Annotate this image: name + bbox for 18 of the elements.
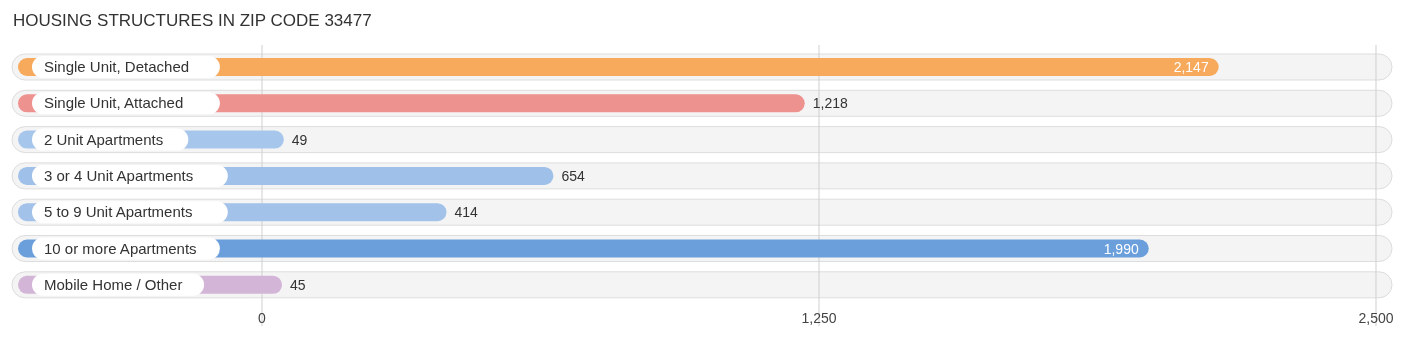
x-tick-label: 0: [258, 310, 267, 326]
data-label: 654: [561, 167, 585, 184]
data-label: 1,990: [1103, 240, 1139, 257]
chart-title: HOUSING STRUCTURES IN ZIP CODE 33477: [13, 11, 372, 30]
y-tick-label: 5 to 9 Unit Apartments: [44, 203, 193, 221]
y-tick-label: 10 or more Apartments: [44, 239, 197, 257]
data-label: 2,147: [1173, 59, 1209, 75]
data-label: 49: [291, 131, 308, 148]
data-label: 1,218: [812, 95, 848, 112]
y-tick-label: Mobile Home / Other: [44, 275, 183, 293]
y-tick-label: 3 or 4 Unit Apartments: [44, 166, 194, 184]
data-label: 414: [454, 204, 479, 221]
x-tick-label: 2,500: [1358, 310, 1394, 326]
y-tick-label: 2 Unit Apartments: [44, 130, 164, 148]
data-label: 45: [290, 276, 306, 293]
y-tick-label: Single Unit, Attached: [44, 94, 184, 112]
x-tick-label: 1,250: [801, 310, 837, 326]
y-tick-label: Single Unit, Detached: [44, 58, 190, 75]
